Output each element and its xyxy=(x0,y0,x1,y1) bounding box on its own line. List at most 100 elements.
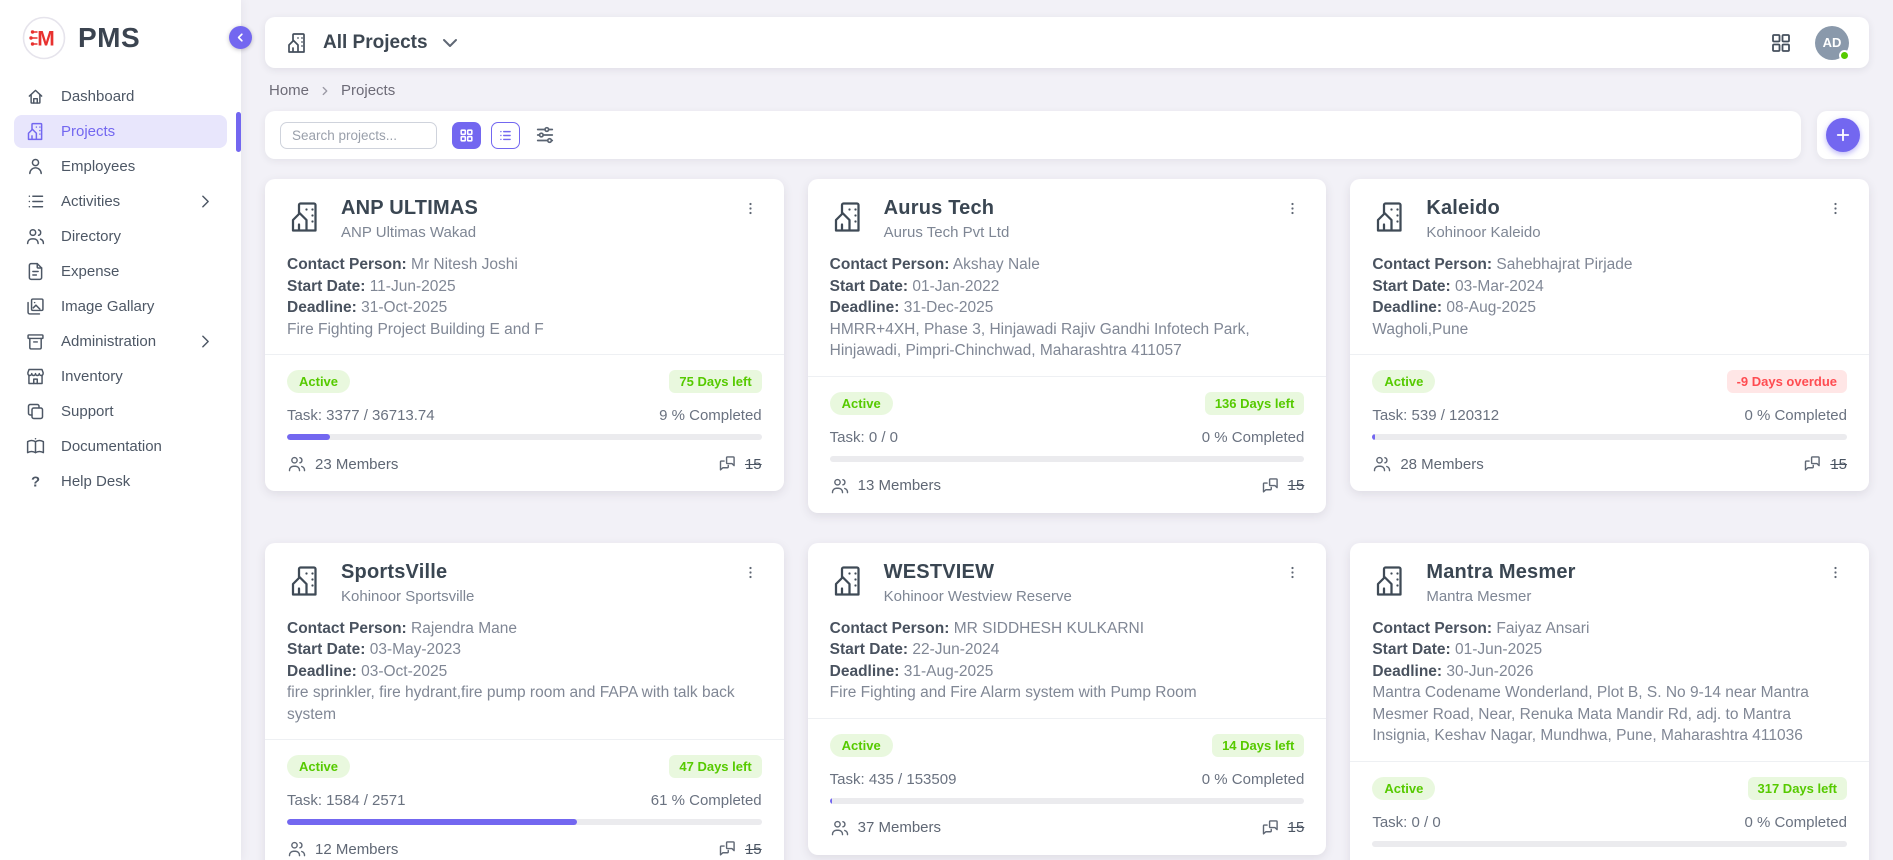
members-count: 28 Members xyxy=(1372,454,1484,474)
contact-value: Rajendra Mane xyxy=(411,619,518,637)
progress-bar xyxy=(829,455,1305,462)
card-menu-button[interactable] xyxy=(739,561,762,589)
sidebar-item-directory[interactable]: Directory xyxy=(14,220,227,253)
sidebar-item-projects[interactable]: Projects xyxy=(14,115,227,148)
chat-button[interactable]: 15 xyxy=(1260,818,1305,838)
project-card[interactable]: SportsVille Kohinoor Sportsville Contact… xyxy=(265,542,784,860)
building-icon xyxy=(1372,563,1408,599)
add-project-button[interactable] xyxy=(1826,118,1860,152)
completed-percent: 0 % Completed xyxy=(1744,407,1847,424)
chat-button[interactable]: 15 xyxy=(717,454,762,474)
sidebar-collapse-button[interactable] xyxy=(229,26,252,49)
sidebar-item-help-desk[interactable]: ? Help Desk xyxy=(14,465,227,498)
sidebar-item-label: Expense xyxy=(61,263,120,280)
projects-grid: ANP ULTIMAS ANP Ultimas Wakad Contact Pe… xyxy=(265,179,1869,860)
chevron-down-icon[interactable] xyxy=(438,31,462,55)
messages-icon xyxy=(717,454,737,474)
deadline-value: 30-Jun-2026 xyxy=(1446,662,1534,680)
breadcrumb-current[interactable]: Projects xyxy=(341,82,396,99)
search-input[interactable] xyxy=(280,121,437,149)
chat-count: 15 xyxy=(744,455,762,473)
card-divider xyxy=(265,354,784,355)
app-name: PMS xyxy=(78,22,141,53)
sidebar-item-image-gallary[interactable]: Image Gallary xyxy=(14,290,227,323)
project-description: Fire Fighting Project Building E and F xyxy=(287,320,544,338)
sidebar-item-label: Employees xyxy=(61,158,136,175)
start-date-value: 01-Jan-2022 xyxy=(912,277,1000,295)
card-menu-button[interactable] xyxy=(1824,561,1847,589)
progress-bar xyxy=(287,434,762,440)
start-date-label: Start Date: xyxy=(287,641,366,658)
user-avatar[interactable]: AD xyxy=(1815,25,1850,61)
project-title: ANP ULTIMAS xyxy=(341,197,479,219)
task-count: Task: 3377 / 36713.74 xyxy=(287,407,435,424)
project-card[interactable]: Kaleido Kohinoor Kaleido Contact Person:… xyxy=(1350,179,1869,491)
chat-button[interactable]: 15 xyxy=(1260,476,1304,496)
sidebar-item-documentation[interactable]: Documentation xyxy=(14,430,227,463)
deadline-label: Deadline: xyxy=(287,662,357,680)
book-icon xyxy=(25,436,46,457)
sidebar-item-employees[interactable]: Employees xyxy=(14,150,227,183)
breadcrumb-home[interactable]: Home xyxy=(269,82,310,99)
deadline-label: Deadline: xyxy=(287,299,357,316)
project-description: Fire Fighting and Fire Alarm system with… xyxy=(829,684,1197,701)
card-divider xyxy=(265,739,784,740)
chat-button[interactable]: 15 xyxy=(717,839,762,859)
grid-view-button[interactable] xyxy=(452,121,481,149)
sidebar-item-administration[interactable]: Administration xyxy=(14,325,227,358)
card-menu-button[interactable] xyxy=(1281,561,1304,589)
users-icon xyxy=(1372,454,1392,474)
members-count: 37 Members xyxy=(830,818,941,838)
card-menu-button[interactable] xyxy=(1281,197,1304,225)
chat-button[interactable]: 15 xyxy=(1802,454,1847,474)
contact-label: Contact Person: xyxy=(829,619,950,637)
messages-icon xyxy=(1260,818,1280,838)
sidebar-item-label: Inventory xyxy=(61,368,123,385)
card-menu-button[interactable] xyxy=(1824,197,1847,225)
page-title[interactable]: All Projects xyxy=(323,31,428,53)
task-count: Task: 0 / 0 xyxy=(1372,813,1441,831)
list-icon xyxy=(25,191,46,212)
start-date-label: Start Date: xyxy=(829,641,909,658)
app-logo[interactable]: M PMS xyxy=(0,0,241,76)
sidebar-item-support[interactable]: Support xyxy=(14,395,227,428)
messages-icon xyxy=(717,839,737,859)
start-date-value: 01-Jun-2025 xyxy=(1455,641,1543,658)
days-badge: 317 Days left xyxy=(1747,776,1847,800)
sidebar-item-inventory[interactable]: Inventory xyxy=(14,360,227,393)
list-view-button[interactable] xyxy=(491,121,520,149)
sidebar-item-activities[interactable]: Activities xyxy=(14,185,227,218)
sidebar-item-label: Directory xyxy=(61,228,122,245)
completed-percent: 61 % Completed xyxy=(650,792,762,809)
apps-grid-icon[interactable] xyxy=(1769,31,1793,55)
status-badge: Active xyxy=(1372,370,1436,393)
status-badge: Active xyxy=(287,370,351,393)
status-badge: Active xyxy=(829,733,893,757)
progress-bar xyxy=(829,797,1305,804)
copy-icon xyxy=(25,401,46,422)
chevron-right-icon xyxy=(195,331,216,352)
card-menu-button[interactable] xyxy=(739,197,762,225)
sidebar-item-label: Projects xyxy=(61,123,116,140)
project-card[interactable]: WESTVIEW Kohinoor Westview Reserve Conta… xyxy=(807,542,1327,855)
start-date-value: 03-Mar-2024 xyxy=(1455,277,1544,295)
completed-percent: 0 % Completed xyxy=(1201,770,1305,788)
top-header-bar: All Projects AD xyxy=(265,17,1869,68)
members-count: 13 Members xyxy=(830,476,941,496)
project-card[interactable]: Aurus Tech Aurus Tech Pvt Ltd Contact Pe… xyxy=(807,179,1327,513)
project-card[interactable]: Mantra Mesmer Mantra Mesmer Contact Pers… xyxy=(1350,542,1869,860)
chat-count: 15 xyxy=(744,840,762,858)
chat-count: 15 xyxy=(1287,819,1305,836)
filter-settings-icon[interactable] xyxy=(534,124,556,146)
store-icon xyxy=(25,366,46,387)
contact-label: Contact Person: xyxy=(1372,619,1493,637)
days-badge: 14 Days left xyxy=(1212,733,1305,757)
sidebar-item-dashboard[interactable]: Dashboard xyxy=(14,80,227,113)
project-card[interactable]: ANP ULTIMAS ANP Ultimas Wakad Contact Pe… xyxy=(265,179,784,491)
project-details: Contact Person: Faiyaz Ansari Start Date… xyxy=(1372,618,1847,747)
contact-label: Contact Person: xyxy=(829,256,950,273)
sidebar-item-expense[interactable]: Expense xyxy=(14,255,227,288)
svg-text:M: M xyxy=(37,28,55,51)
project-description: fire sprinkler, fire hydrant,fire pump r… xyxy=(287,684,735,723)
deadline-value: 31-Dec-2025 xyxy=(903,299,994,316)
